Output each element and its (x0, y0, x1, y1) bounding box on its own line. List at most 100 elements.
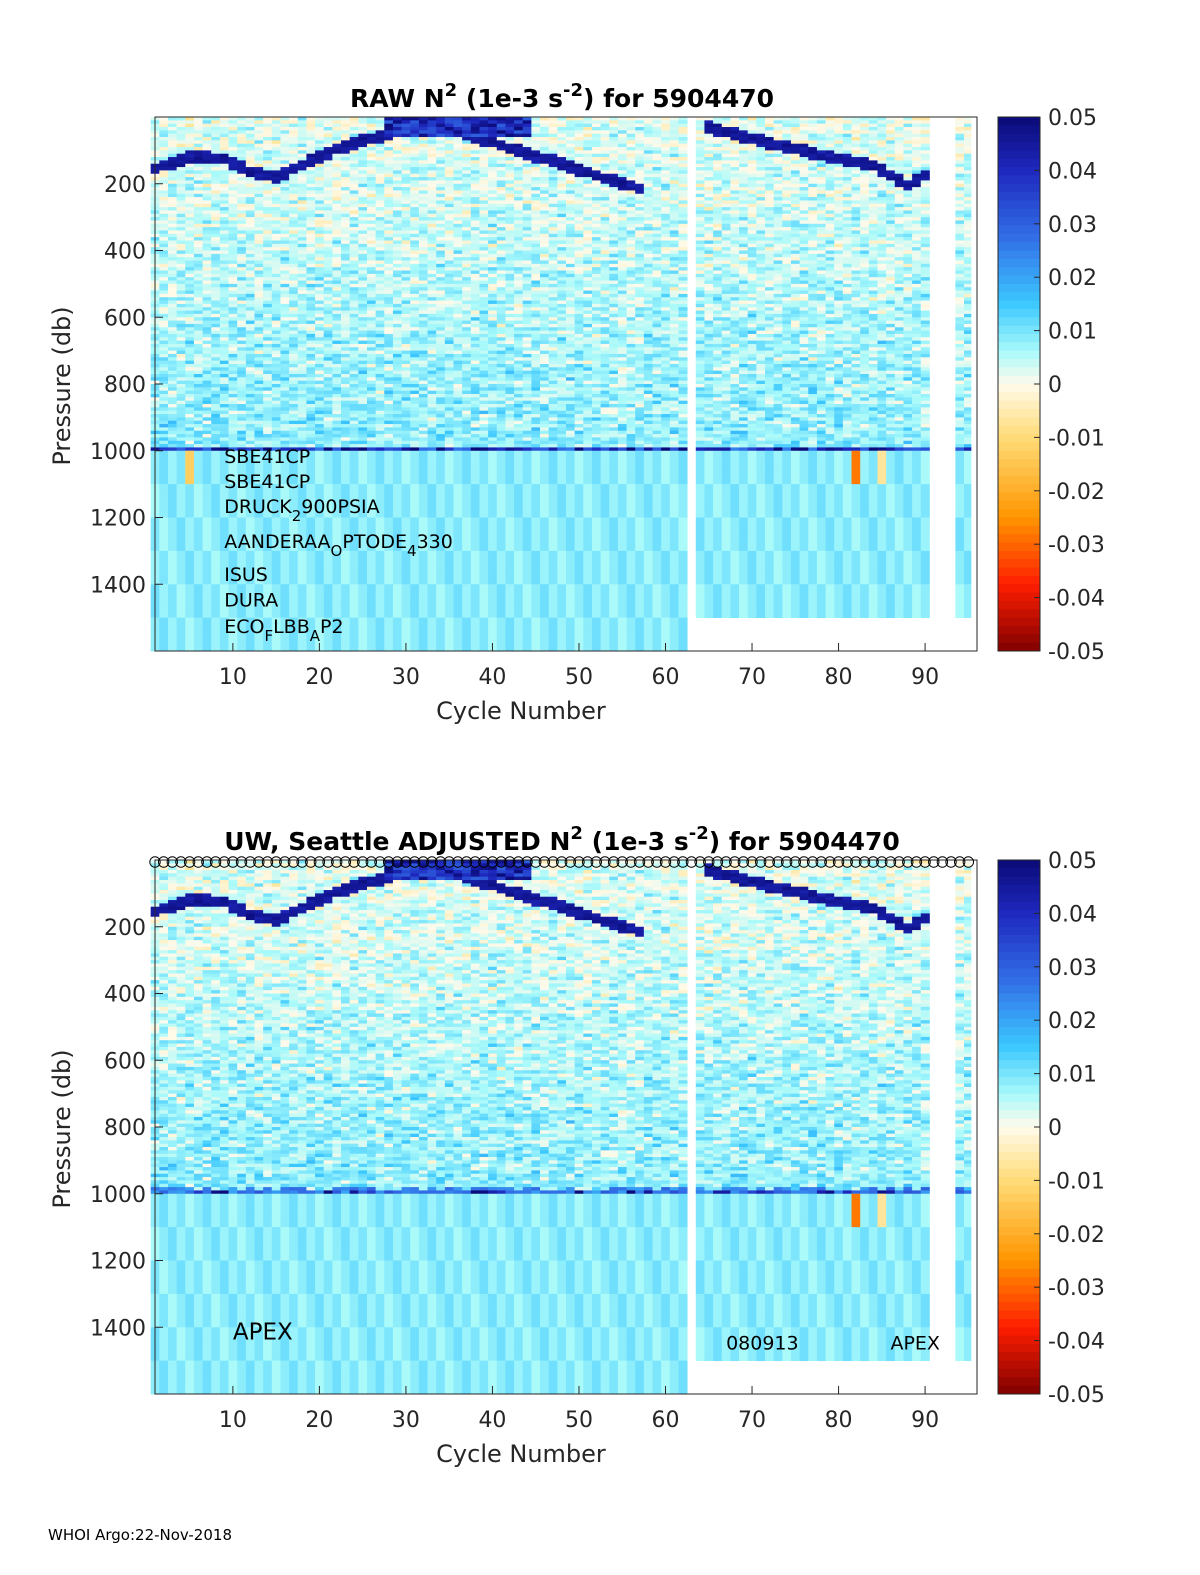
heatmap-cell (384, 147, 394, 151)
heatmap-cell (280, 343, 290, 348)
heatmap-cell (237, 340, 247, 345)
heatmap-cell (401, 283, 411, 288)
heatmap-cell (167, 207, 178, 211)
heatmap-cell (263, 430, 273, 435)
heatmap-cell (349, 634, 359, 639)
heatmap-cell (384, 277, 394, 281)
heatmap-cell (228, 360, 238, 365)
heatmap-cell (159, 123, 169, 128)
heatmap-cell (176, 557, 186, 562)
heatmap-cell (228, 337, 238, 342)
heatmap-cell (219, 550, 229, 555)
heatmap-cell (306, 567, 316, 572)
heatmap-cell (167, 560, 178, 565)
heatmap-cell (306, 574, 316, 578)
heatmap-cell (185, 143, 195, 148)
heatmap-cell (185, 640, 195, 645)
heatmap-cell (185, 330, 195, 335)
heatmap-cell (315, 390, 325, 395)
heatmap-cell (358, 547, 368, 552)
heatmap-cell (358, 500, 368, 505)
heatmap-cell (410, 130, 420, 135)
heatmap-cell (392, 457, 402, 462)
heatmap-cell (159, 550, 169, 555)
heatmap-cell (384, 517, 394, 522)
heatmap-cell (341, 544, 351, 548)
heatmap-cell (271, 500, 281, 505)
heatmap-cell (384, 220, 394, 225)
heatmap-cell (332, 153, 342, 158)
heatmap-cell (167, 394, 178, 398)
heatmap-cell (392, 447, 402, 452)
heatmap-cell (297, 537, 307, 542)
heatmap-cell (366, 554, 377, 558)
heatmap-cell (332, 474, 342, 478)
heatmap-cell (306, 644, 316, 649)
heatmap-cell (410, 574, 420, 578)
heatmap-cell (228, 310, 238, 315)
heatmap-cell (159, 237, 169, 241)
heatmap-cell (315, 560, 325, 565)
heatmap-cell (332, 160, 342, 165)
heatmap-cell (263, 397, 273, 402)
heatmap-cell (159, 340, 169, 345)
heatmap-cell (289, 407, 299, 412)
heatmap-cell (297, 117, 307, 121)
heatmap-cell (271, 267, 281, 271)
heatmap-cell (410, 173, 420, 178)
heatmap-cell (401, 257, 411, 261)
heatmap-cell (341, 577, 351, 582)
heatmap-cell (341, 273, 351, 278)
heatmap-cell (280, 564, 290, 568)
heatmap-cell (245, 340, 255, 345)
heatmap-cell (193, 407, 203, 412)
heatmap-cell (349, 480, 359, 485)
heatmap-cell (167, 584, 178, 588)
heatmap-cell (185, 537, 195, 542)
heatmap-cell (306, 640, 316, 645)
heatmap-cell (263, 360, 273, 365)
heatmap-cell (315, 417, 325, 422)
heatmap-cell (159, 554, 169, 558)
heatmap-cell (202, 627, 212, 632)
heatmap-cell (176, 594, 186, 598)
heatmap-cell (245, 534, 255, 538)
heatmap-cell (280, 323, 290, 328)
heatmap-cell (228, 277, 238, 281)
heatmap-cell (358, 247, 368, 251)
heatmap-cell (289, 510, 299, 515)
heatmap-cell (228, 507, 238, 512)
heatmap-cell (315, 380, 325, 385)
heatmap-cell (341, 313, 351, 318)
heatmap-cell (323, 183, 333, 188)
heatmap-cell (176, 604, 186, 609)
heatmap-cell (392, 414, 402, 418)
heatmap-cell (375, 570, 385, 575)
heatmap-cell (418, 180, 428, 185)
heatmap-cell (410, 594, 420, 598)
heatmap-cell (159, 637, 169, 642)
heatmap-cell (202, 387, 212, 392)
heatmap-cell (211, 297, 221, 301)
heatmap-cell (323, 580, 333, 585)
heatmap-cell (245, 624, 255, 629)
heatmap-cell (349, 297, 359, 301)
heatmap-cell (358, 487, 368, 492)
heatmap-cell (245, 430, 255, 435)
heatmap-cell (401, 263, 411, 268)
heatmap-cell (211, 434, 221, 438)
heatmap-cell (167, 183, 178, 188)
heatmap-cell (237, 440, 247, 445)
heatmap-cell (297, 230, 307, 235)
heatmap-cell (392, 220, 402, 225)
heatmap-cell (211, 460, 221, 465)
heatmap-cell (332, 550, 342, 555)
heatmap-cell (237, 197, 247, 201)
heatmap-cell (401, 287, 411, 291)
heatmap-cell (185, 394, 195, 398)
heatmap-cell (410, 227, 420, 231)
heatmap-cell (228, 233, 238, 238)
heatmap-cell (245, 273, 255, 278)
heatmap-cell (211, 647, 221, 652)
heatmap-cell (228, 143, 238, 148)
